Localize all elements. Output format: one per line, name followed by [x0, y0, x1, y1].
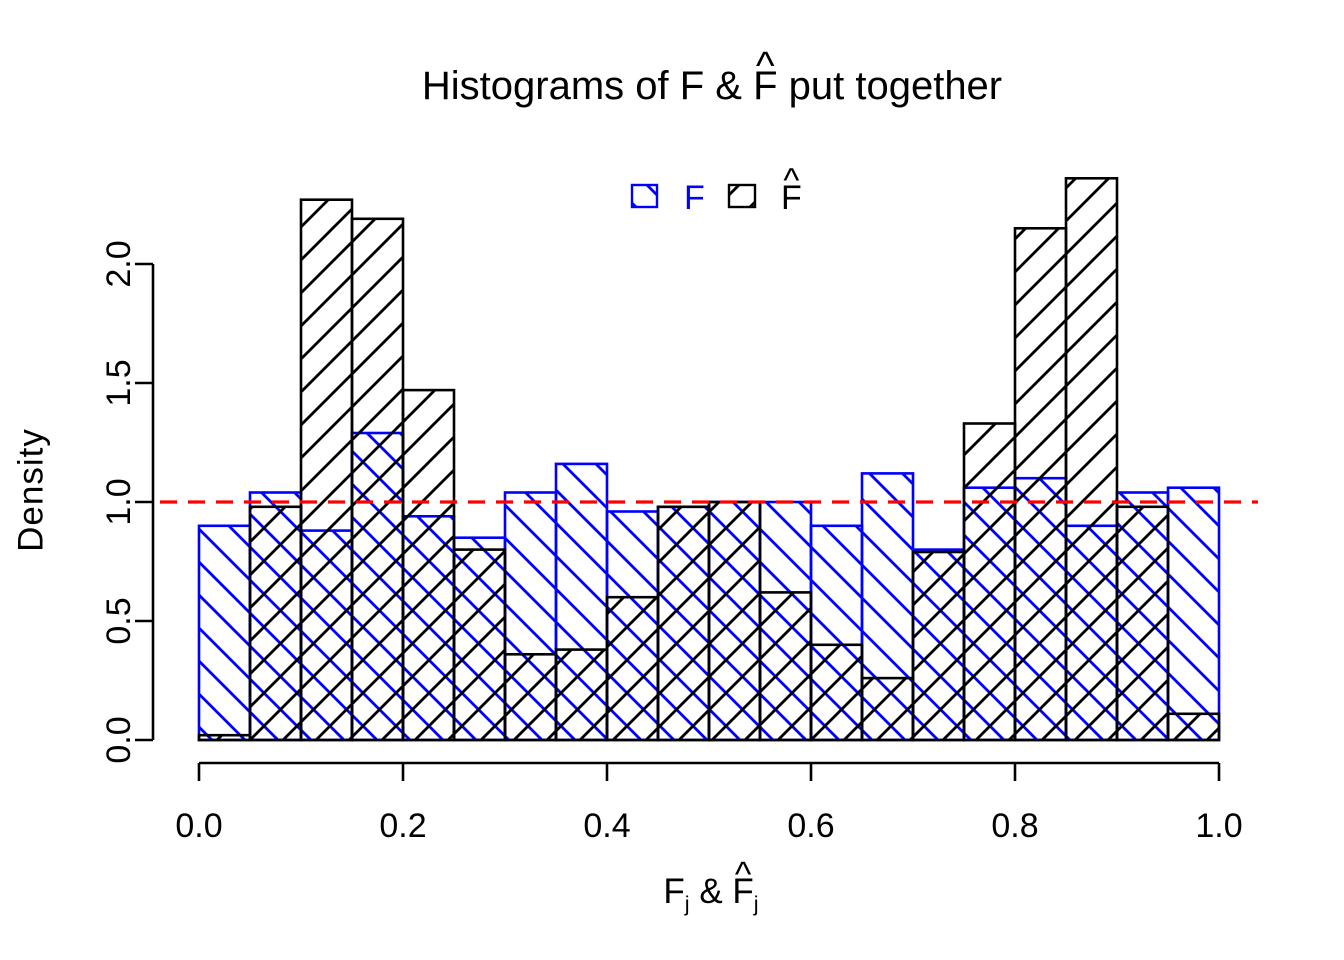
x-tick-label: 0.8	[991, 807, 1038, 845]
legend-label-fhat: ^ F	[781, 162, 802, 217]
x-axis: 0.0 0.2 0.4 0.6 0.8 1.0	[175, 761, 1243, 845]
x-tick-label: 0.2	[379, 807, 426, 845]
y-axis: 0.0 0.5 1.0 1.5 2.0	[100, 240, 155, 764]
bar	[962, 422, 1017, 742]
bar	[656, 505, 711, 742]
legend-label-f: F	[684, 179, 705, 217]
series-fhat-bars	[197, 177, 1221, 742]
bar	[707, 500, 762, 742]
y-tick-label: 0.5	[100, 597, 138, 644]
bar	[554, 648, 609, 742]
legend-swatch-f	[630, 183, 659, 209]
bar	[605, 595, 660, 742]
chart-title: Histograms of F & ^ F put together	[20, 44, 1344, 108]
bar	[248, 505, 303, 742]
bar	[452, 548, 507, 742]
bar	[401, 388, 456, 742]
y-axis-title: Density	[11, 428, 51, 552]
chart-title-fhat: ^ F	[753, 44, 778, 108]
bar	[1115, 505, 1170, 742]
chart-title-post: put together	[777, 64, 1003, 108]
bar	[197, 524, 252, 742]
bar	[503, 652, 558, 742]
bar	[1064, 177, 1119, 742]
bar	[911, 550, 966, 742]
x-tick-label: 0.4	[583, 807, 630, 845]
x-axis-title: Fj & ^ Fj	[663, 854, 759, 916]
bar	[1166, 486, 1221, 742]
x-tick-label: 1.0	[1195, 807, 1242, 845]
y-tick-label: 1.0	[100, 478, 138, 525]
bar	[860, 676, 915, 742]
bar	[809, 643, 864, 742]
x-axis-title-fhat: ^ F	[732, 854, 754, 911]
x-tick-label: 0.6	[787, 807, 834, 845]
y-tick-label: 1.5	[100, 359, 138, 406]
legend-swatch-fhat	[727, 183, 757, 209]
bar	[1166, 712, 1221, 742]
x-tick-label: 0.0	[175, 807, 222, 845]
hat-icon: ^	[755, 44, 775, 88]
y-tick-label: 2.0	[100, 240, 138, 287]
legend	[630, 183, 757, 209]
bar	[758, 591, 813, 742]
bar	[350, 217, 405, 742]
bar	[299, 198, 354, 742]
bar	[197, 733, 252, 742]
y-tick-label: 0.0	[100, 716, 138, 763]
hat-icon: ^	[734, 854, 752, 894]
hat-icon: ^	[783, 162, 800, 200]
bar	[1013, 227, 1068, 742]
chart-title-pre: Histograms of F &	[421, 64, 754, 108]
